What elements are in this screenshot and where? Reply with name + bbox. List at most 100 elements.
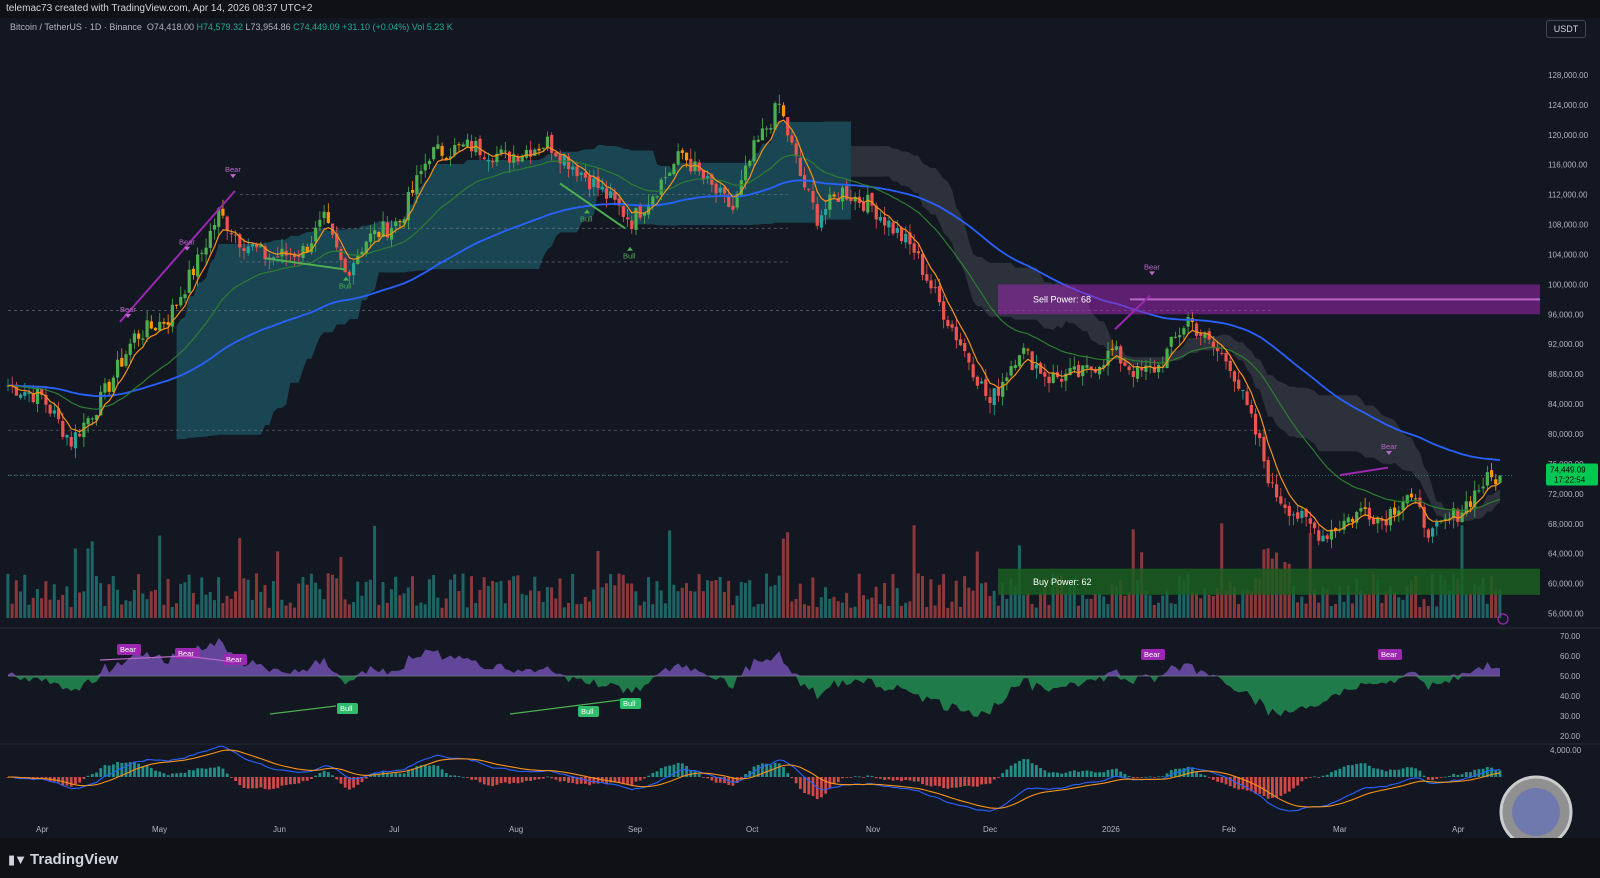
candle: [718, 187, 722, 193]
volume-bar: [642, 601, 646, 618]
volume-bar: [1064, 593, 1068, 618]
volume-bar: [128, 601, 132, 618]
candle: [807, 188, 811, 190]
volume-bar: [1030, 604, 1034, 618]
candle: [828, 194, 832, 210]
coin-emblem-inner-icon: [1512, 788, 1560, 836]
symbol-name: Bitcoin / TetherUS · 1D · Binance: [10, 22, 142, 32]
volume-bar: [811, 577, 815, 618]
candle: [368, 233, 373, 242]
candle: [305, 246, 309, 252]
candle: [440, 145, 444, 156]
candle: [1321, 535, 1325, 542]
macd-histogram-bar: [225, 773, 229, 777]
volume-bar: [1464, 594, 1468, 618]
volume-bar: [415, 605, 419, 618]
volume-bar: [908, 601, 912, 618]
candle: [516, 156, 520, 162]
macd-histogram-bar: [773, 763, 777, 777]
candle: [579, 172, 583, 175]
volume-bar: [1409, 580, 1413, 618]
candle: [1464, 501, 1468, 514]
volume-bar: [752, 606, 756, 618]
macd-histogram-bar: [836, 777, 840, 783]
candle: [870, 192, 874, 206]
macd-histogram-bar: [1207, 777, 1211, 778]
candle: [853, 196, 857, 202]
volume-bar: [149, 591, 153, 618]
volume-bar: [238, 537, 242, 618]
macd-histogram-bar: [1026, 759, 1030, 777]
macd-histogram-bar: [491, 777, 495, 787]
oscillator-bull-badge: [620, 698, 641, 709]
candle: [642, 212, 647, 216]
macd-histogram-bar: [1018, 760, 1021, 777]
macd-histogram-bar: [1152, 777, 1156, 778]
candle: [1194, 323, 1199, 336]
volume-bar: [423, 604, 427, 618]
volume-bar: [56, 599, 60, 618]
volume-bar: [1173, 603, 1177, 618]
macd-histogram-bar: [1199, 774, 1203, 777]
candle: [1287, 505, 1291, 516]
change-value: +31.10 (+0.04%): [342, 22, 410, 32]
volume-bar: [630, 583, 634, 618]
volume-bar: [1055, 575, 1059, 618]
volume-bar: [1085, 598, 1089, 618]
candle: [103, 383, 107, 393]
macd-histogram-bar: [495, 777, 499, 785]
volume-bar: [718, 576, 722, 618]
candle: [566, 156, 571, 170]
candle: [887, 220, 891, 228]
candle: [14, 384, 19, 396]
oscillator-bull-badge: [578, 706, 599, 717]
macd-histogram-bar: [1178, 768, 1182, 777]
candle: [326, 212, 330, 223]
candle: [1325, 535, 1329, 539]
volume-bar: [1300, 596, 1304, 618]
volume-bar: [731, 605, 735, 618]
volume-bar: [330, 574, 334, 618]
volume-bar: [1005, 598, 1009, 618]
currency-button[interactable]: USDT: [1546, 20, 1586, 38]
price-axis-label: 80,000.00: [1548, 430, 1584, 439]
volume-bar: [162, 604, 166, 618]
candle: [1064, 373, 1068, 381]
candle: [575, 166, 579, 177]
candle: [377, 232, 381, 238]
oscillator-bull-label: Bull: [340, 704, 353, 713]
macd-line: [8, 745, 1501, 812]
candle: [550, 134, 554, 154]
symbol-legend[interactable]: Bitcoin / TetherUS · 1D · Binance O74,41…: [10, 22, 453, 32]
volume-bar: [588, 601, 592, 618]
volume-bar: [1426, 605, 1430, 618]
candle: [73, 432, 78, 449]
macd-histogram-bar: [621, 777, 625, 785]
candle: [1270, 482, 1275, 484]
volume-bar: [655, 581, 659, 618]
macd-histogram-bar: [331, 775, 334, 777]
volume-bar: [174, 603, 178, 618]
macd-histogram-bar: [1224, 777, 1228, 785]
volume-bar: [676, 591, 680, 618]
volume-bar: [1060, 575, 1064, 618]
volume-bar: [474, 602, 478, 618]
price-axis-label: 128,000.00: [1548, 71, 1589, 80]
candle: [90, 418, 94, 420]
oscillator-bear-badge: [1141, 649, 1165, 660]
candle: [1401, 501, 1405, 511]
candle: [385, 222, 389, 238]
volume-bar: [583, 597, 587, 618]
macd-histogram-bar: [571, 777, 575, 784]
macd-histogram-bar: [988, 777, 992, 784]
volume-bar: [246, 579, 250, 618]
tradingview-logo[interactable]: ▮▼ TradingView: [8, 851, 118, 868]
candle: [128, 343, 132, 355]
candle: [107, 381, 111, 392]
macd-histogram-bar: [1405, 767, 1409, 777]
macd-histogram-bar: [141, 766, 145, 777]
volume-bar: [1093, 593, 1097, 618]
macd-histogram-bar: [1422, 775, 1426, 777]
price-axis-label: 100,000.00: [1548, 280, 1589, 289]
